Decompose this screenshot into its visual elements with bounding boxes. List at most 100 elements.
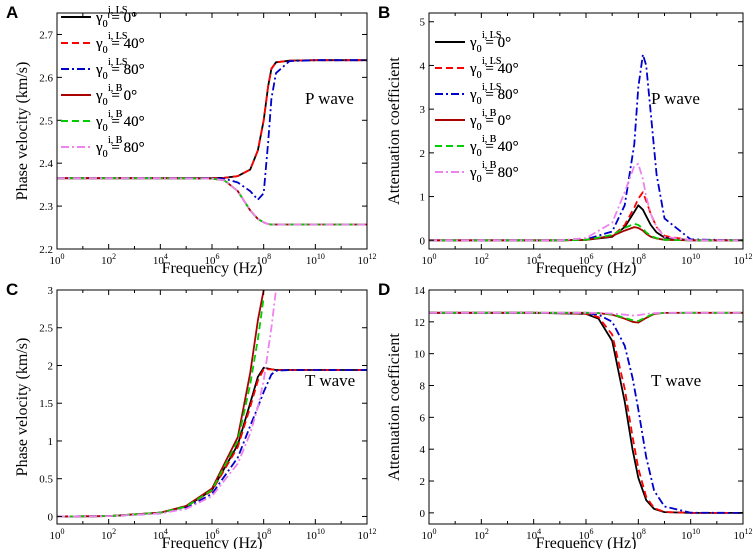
legend-label: γ0 = 80°	[469, 165, 519, 185]
y-axis-label: Attenuation coefficient	[386, 333, 403, 481]
series-line-1	[429, 204, 743, 242]
y-tick-label: 0	[420, 235, 426, 247]
legend-superscript: i, B	[482, 160, 497, 171]
series-line-1	[429, 311, 743, 514]
legend-superscript: i, LS	[482, 30, 501, 41]
x-axis-label: Frequency (Hz)	[162, 260, 263, 277]
x-tick-label: 108	[256, 527, 271, 542]
legend-label: γ0 = 80°	[95, 62, 145, 82]
x-tick-label: 100	[422, 252, 437, 267]
legend-superscript: i, B	[108, 83, 123, 94]
legend-superscript: i, LS	[108, 5, 127, 16]
legend-superscript: i, B	[108, 109, 123, 120]
legend-label: γ0 = 40°	[469, 139, 519, 159]
x-tick-label: 100	[50, 252, 65, 267]
series-line-3	[429, 53, 743, 242]
legend-label: γ0 = 0°	[95, 10, 137, 30]
y-tick-label: 4	[420, 444, 426, 456]
x-tick-label: 104	[526, 252, 541, 267]
wave-annotation: P wave	[305, 89, 354, 108]
legend-superscript: i, B	[482, 108, 497, 119]
legend-label: γ0 = 40°	[95, 114, 145, 134]
legend-label: γ0 = 40°	[469, 61, 519, 81]
plot-area	[57, 290, 367, 518]
y-tick-label: 10	[414, 349, 426, 361]
legend-label: γ0 = 80°	[95, 140, 145, 160]
x-axis-label: Frequency (Hz)	[536, 260, 637, 277]
x-tick-label: 108	[631, 527, 646, 542]
x-tick-label: 108	[631, 252, 646, 267]
x-tick-label: 100	[50, 527, 65, 542]
x-tick-label: 104	[153, 252, 168, 267]
x-axis-label: Frequency (Hz)	[536, 535, 637, 549]
x-tick-label: 106	[579, 252, 594, 267]
x-tick-label: 106	[205, 527, 220, 542]
legend-label: γ0 = 0°	[95, 88, 137, 108]
legend-label: γ0 = 40°	[469, 61, 519, 81]
y-tick-label: 2	[420, 476, 426, 488]
series-line-4	[57, 290, 265, 518]
x-tick-label: 108	[256, 252, 271, 267]
legend-superscript: i, LS	[482, 56, 501, 67]
legend-superscript: i, B	[108, 109, 123, 120]
y-axis-label: Attenuation coefficient	[386, 57, 403, 205]
y-tick-label: 2.4	[39, 158, 53, 170]
legend-label: γ0 = 0°	[469, 35, 511, 55]
legend-superscript: i, B	[108, 135, 123, 146]
legend-label: γ0 = 0°	[95, 88, 137, 108]
legend-superscript: i, LS	[482, 82, 501, 93]
x-tick-label: 106	[579, 527, 594, 542]
y-tick-label: 0.5	[39, 474, 53, 486]
y-tick-label: 5	[420, 17, 426, 29]
x-tick-label: 104	[526, 527, 541, 542]
legend-superscript: i, B	[482, 108, 497, 119]
series-line-4	[429, 226, 743, 242]
y-tick-label: 1.5	[39, 398, 53, 410]
wave-annotation: T wave	[651, 371, 701, 390]
legend-superscript: i, LS	[482, 30, 501, 41]
x-tick-label: 1010	[681, 527, 700, 542]
plot-area	[57, 59, 367, 226]
y-tick-label: 1	[48, 436, 54, 448]
y-tick-label: 2.5	[39, 323, 53, 335]
y-tick-label: 3	[420, 104, 426, 116]
series-line-5	[57, 177, 367, 226]
panel-letter: B	[378, 3, 390, 22]
legend-label: γ0 = 80°	[469, 87, 519, 107]
legend-superscript: i, B	[108, 83, 123, 94]
axes-frame	[428, 289, 744, 525]
legend-label: γ0 = 0°	[95, 10, 137, 30]
series-line-2	[57, 368, 367, 518]
series-line-3	[57, 59, 367, 201]
legend-superscript: i, B	[108, 135, 123, 146]
legend-label: γ0 = 0°	[469, 113, 511, 133]
legend-superscript: i, LS	[108, 57, 127, 68]
series-line-1	[57, 366, 367, 518]
y-axis-label: Phase velocity (km/s)	[14, 338, 31, 477]
x-tick-label: 102	[474, 252, 489, 267]
legend-label: γ0 = 40°	[95, 36, 145, 56]
y-tick-label: 0	[48, 511, 54, 523]
panel-letter: D	[378, 280, 390, 299]
x-tick-label: 100	[422, 527, 437, 542]
legend-label: γ0 = 0°	[469, 113, 511, 133]
legend-label: γ0 = 80°	[95, 62, 145, 82]
plot-area	[429, 311, 743, 514]
x-tick-label: 1012	[358, 527, 377, 542]
legend-label: γ0 = 40°	[95, 114, 145, 134]
y-tick-label: 4	[420, 60, 426, 72]
x-tick-label: 1012	[734, 527, 753, 542]
series-line-6	[57, 290, 277, 518]
series-line-6	[57, 177, 367, 226]
legend-superscript: i, B	[482, 134, 497, 145]
x-axis-label: Frequency (Hz)	[162, 535, 263, 549]
y-tick-label: 2	[48, 360, 54, 372]
y-tick-label: 2.6	[39, 72, 53, 84]
wave-annotation: T wave	[305, 371, 355, 390]
legend-superscript: i, LS	[482, 82, 501, 93]
y-tick-label: 2.3	[39, 201, 53, 213]
series-line-5	[57, 297, 265, 518]
